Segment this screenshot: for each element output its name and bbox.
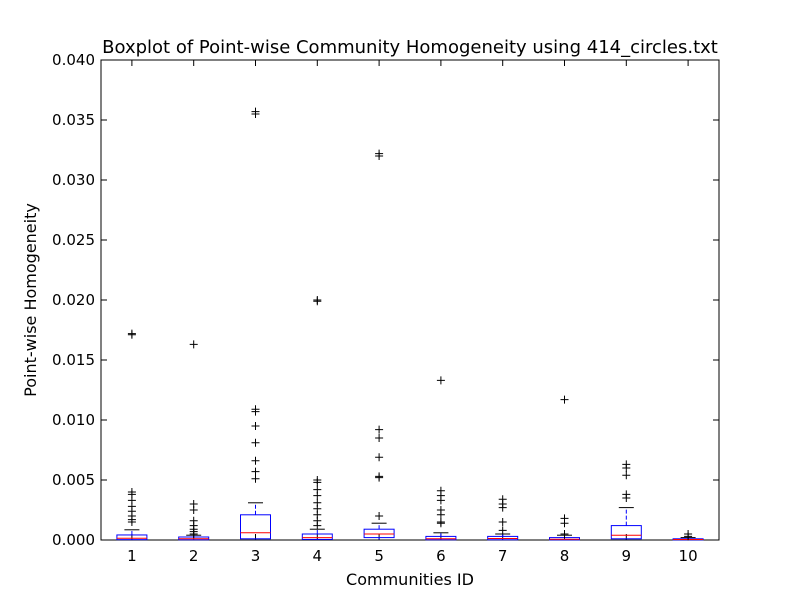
flier-point: [313, 491, 322, 500]
x-tick-label: 8: [560, 547, 570, 565]
flier-point: [684, 532, 693, 541]
flier-point: [127, 518, 136, 526]
flier-point: [189, 340, 198, 349]
y-tick-label: 0.010: [52, 411, 95, 429]
flier-point: [375, 473, 384, 482]
flier-point: [251, 422, 260, 430]
y-tick-label: 0.040: [52, 51, 95, 69]
flier-point: [622, 471, 631, 480]
x-tick-label: 5: [374, 547, 384, 565]
flier-point: [251, 456, 260, 465]
y-tick-label: 0.015: [52, 351, 95, 369]
box-1: [116, 534, 148, 541]
flier-point: [436, 496, 445, 505]
flier-point: [498, 518, 507, 526]
box-5: [363, 528, 395, 539]
flier-point: [498, 526, 507, 535]
flier-point: [560, 519, 569, 528]
x-tick-label: 9: [622, 547, 632, 565]
flier-point: [251, 438, 260, 447]
y-tick-label: 0.020: [52, 291, 95, 309]
x-tick-label: 1: [127, 547, 137, 565]
flier-point: [560, 530, 569, 538]
flier-point: [375, 152, 384, 160]
flier-point: [251, 407, 260, 416]
flier-point: [127, 330, 136, 339]
x-tick-label: 4: [313, 547, 323, 565]
flier-point: [313, 297, 322, 306]
flier-point: [436, 519, 445, 528]
flier-point: [436, 376, 445, 385]
flier-point: [313, 521, 322, 530]
x-axis-label: Communities ID: [346, 570, 474, 589]
y-tick-label: 0.025: [52, 231, 95, 249]
chart-title: Boxplot of Point-wise Community Homogene…: [102, 37, 718, 58]
flier-point: [375, 425, 384, 434]
flier-point: [313, 478, 322, 487]
flier-point: [375, 434, 384, 442]
box-6: [425, 535, 457, 541]
x-tick-label: 2: [189, 547, 199, 565]
box-9: [610, 525, 642, 540]
flier-point: [560, 395, 569, 404]
y-tick-label: 0.000: [52, 531, 95, 549]
box-4: [301, 533, 333, 540]
y-axis-label: Point-wise Homogeneity: [21, 203, 40, 397]
flier-point: [189, 530, 198, 538]
flier-point: [436, 510, 445, 519]
flier-point: [622, 494, 631, 502]
flier-point: [189, 506, 198, 514]
flier-point: [375, 512, 384, 520]
y-tick-label: 0.005: [52, 471, 95, 489]
y-tick-label: 0.035: [52, 111, 95, 129]
y-tick-label: 0.030: [52, 171, 95, 189]
x-tick-label: 3: [251, 547, 261, 565]
flier-point: [622, 464, 631, 472]
plot-area: 0.000 0.005 0.010 0.015 0.020 0.025 0.030 0.035…: [52, 51, 720, 565]
flier-point: [251, 467, 260, 476]
x-tick-label: 10: [679, 547, 698, 565]
flier-point: [251, 110, 260, 118]
x-tick-label: 6: [436, 547, 446, 565]
flier-point: [498, 503, 507, 512]
box-3: [240, 514, 271, 540]
flier-point: [251, 474, 260, 483]
x-tick-label: 7: [498, 547, 508, 565]
flier-point: [375, 453, 384, 462]
